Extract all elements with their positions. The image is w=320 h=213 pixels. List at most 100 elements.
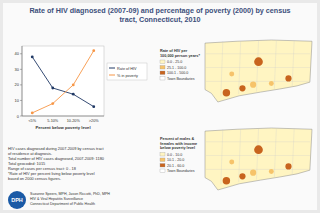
point: [31, 111, 34, 114]
legend-title-line: females with income: [160, 142, 197, 146]
x-axis: [22, 116, 104, 117]
footer-line: Suzanne Speers, MPH, Jason Riccotti, PhD…: [30, 192, 110, 196]
legend-label: 0.0 - 25.0: [167, 60, 182, 64]
town-boundary: [221, 129, 223, 184]
legend-label: 0.0 - 10.0: [167, 153, 182, 157]
legend-label: Rate of HIV: [117, 67, 137, 71]
tick: [20, 116, 22, 117]
town-boundary: [206, 81, 310, 82]
area-highlight: [229, 72, 234, 77]
footer-line: HIV & Viral Hepatitis Surveillance: [30, 197, 83, 201]
chart: 0 10 20 30 40 <5% 5-10% 10-20% >20% Percent below…: [15, 46, 147, 130]
tick: [20, 84, 22, 85]
legend-label: Town Boundaries: [167, 169, 195, 173]
legend-label: 25.1 - 100.0: [167, 66, 186, 70]
tick: [20, 69, 22, 70]
title-line: Rate of HIV diagnosed (2007-09) and perc…: [29, 6, 290, 15]
area-highlight: [250, 82, 256, 88]
town-boundary: [206, 53, 310, 54]
area-highlight: [254, 57, 263, 66]
logo-text: DPH: [11, 197, 23, 203]
legend-label: Town Boundaries: [167, 77, 195, 81]
town-boundary: [206, 169, 310, 170]
tick-label: 0: [17, 114, 20, 119]
tick-label: 5-10%: [47, 119, 59, 123]
area-highlight: [239, 85, 245, 91]
background: [0, 0, 320, 213]
marks: [31, 49, 95, 114]
legend-label: 20.1 - 60.0: [167, 164, 184, 168]
legend-title-line: Percent of males &: [160, 137, 194, 141]
area-highlight: [285, 163, 291, 169]
map-panel: Percent of males &females with incomebel…: [160, 128, 312, 190]
town-boundary: [206, 67, 310, 68]
area-highlight: [239, 173, 245, 179]
legend-swatch: [109, 68, 115, 69]
legend-swatch: [160, 153, 165, 157]
legend-swatch: [160, 169, 165, 173]
legend-title-line: Rate of HIV per: [160, 49, 188, 53]
legend: [107, 63, 147, 80]
town-boundary: [206, 155, 310, 156]
area-highlight: [285, 75, 291, 81]
legend-swatch: [160, 77, 165, 81]
legend-swatch: [109, 75, 115, 76]
axis-title: Percent below poverty level: [35, 125, 90, 130]
area-highlight: [254, 145, 263, 154]
area-highlight: [269, 81, 274, 86]
town-boundary: [257, 41, 259, 91]
point: [72, 93, 75, 96]
legend-swatch: [160, 158, 165, 162]
state-outline: [205, 128, 312, 190]
logo: [8, 191, 26, 209]
plot-area: [22, 46, 104, 116]
legend-swatch: [160, 66, 165, 70]
y-axis: [22, 46, 23, 116]
tick-label: 10: [15, 98, 20, 103]
legend-title-line: 100,000 person years*: [160, 54, 200, 58]
map-panel: Rate of HIV per100,000 person years* 0.0 …: [160, 40, 312, 102]
tick: [20, 100, 22, 101]
town-boundary: [292, 129, 294, 175]
point: [51, 102, 54, 105]
legend-swatch: [160, 60, 165, 64]
area-highlight: [223, 89, 230, 96]
town-boundary: [257, 129, 259, 179]
tick-label: 20: [15, 82, 20, 87]
legend-label: 100.1 - 500.0: [167, 71, 188, 75]
state-outline: [205, 40, 312, 102]
tick-label: 10-20%: [67, 119, 81, 123]
tick-label: 30: [15, 67, 20, 72]
point: [72, 83, 75, 86]
legend-title-line: below poverty level: [160, 146, 195, 150]
page: Rate of HIV diagnosed (2007-09) and perc…: [0, 0, 320, 213]
tick-label: >20%: [89, 119, 99, 123]
line: [32, 51, 94, 113]
legend-label: 10.1 - 20.0: [167, 158, 184, 162]
town-boundary: [274, 41, 276, 89]
footer-line: Connecticut Department of Public Health: [30, 202, 95, 206]
tick-label: 40: [15, 51, 20, 56]
tick: [20, 53, 22, 54]
legend-label: % in poverty: [117, 74, 138, 78]
panel: [3, 3, 317, 210]
point: [51, 87, 54, 90]
title: Rate of HIV diagnosed (2007-09) and perc…: [29, 6, 290, 24]
town-boundary: [292, 41, 294, 87]
legend-title: Rate of HIV per100,000 person years*: [160, 49, 200, 58]
legend-swatch: [160, 164, 165, 168]
point: [92, 49, 95, 52]
town-boundary: [221, 41, 223, 96]
line: [32, 57, 94, 107]
tick-label: <5%: [28, 119, 36, 123]
area-highlight: [223, 177, 230, 184]
legend-title: Percent of males &females with incomebel…: [160, 137, 197, 150]
title-line: tract, Connecticut, 2010: [119, 15, 200, 24]
town-boundary: [206, 141, 310, 142]
area-highlight: [250, 170, 256, 176]
note: based on 2000 census figures.: [8, 176, 61, 181]
town-boundary: [274, 129, 276, 177]
legend-swatch: [160, 71, 165, 75]
point: [31, 55, 34, 58]
area-highlight: [269, 169, 274, 174]
